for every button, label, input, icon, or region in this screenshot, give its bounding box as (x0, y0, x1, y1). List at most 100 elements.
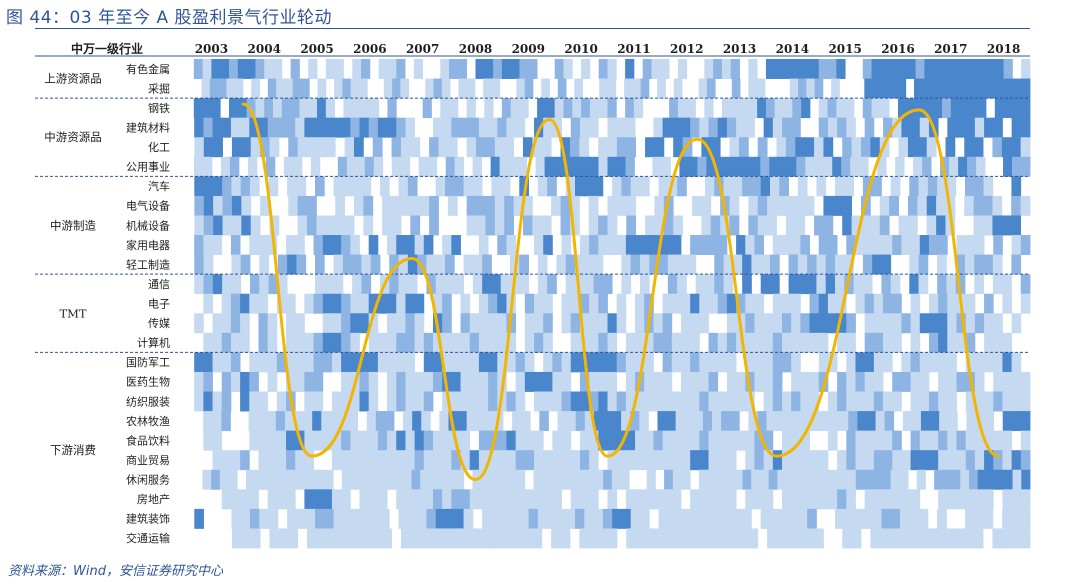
year-tick-label: 2016 (881, 42, 914, 56)
heatmap-cell (324, 274, 334, 295)
heatmap-cell (928, 313, 939, 334)
heatmap-cell (469, 489, 480, 510)
heatmap-cell (315, 469, 325, 490)
heatmap-cell (984, 489, 994, 510)
heatmap-cell (500, 176, 511, 197)
heatmap-cell (645, 528, 655, 549)
heatmap-cell (880, 98, 890, 119)
heatmap-cell (267, 489, 278, 510)
heatmap-cell (974, 371, 985, 392)
heatmap-cell (396, 430, 406, 451)
heatmap-cell (965, 313, 976, 334)
heatmap-cell (588, 215, 599, 236)
heatmap-cell (938, 235, 948, 255)
heatmap-cell (800, 313, 810, 334)
heatmap-cell (370, 508, 381, 529)
heatmap-cell (359, 391, 370, 412)
heatmap-cell (276, 352, 287, 373)
heatmap-cell (736, 117, 746, 138)
heatmap-cell (407, 176, 418, 197)
heatmap-cell (976, 156, 986, 177)
heatmap-cell (439, 411, 449, 432)
heatmap-cell (593, 508, 604, 529)
heatmap-cell (672, 469, 682, 490)
heatmap-cell (255, 98, 265, 119)
heatmap-cell (543, 391, 553, 412)
heatmap-cell (763, 332, 774, 353)
heatmap-cell (757, 195, 768, 216)
heatmap-cell (635, 352, 645, 373)
heatmap-cell (577, 469, 587, 490)
heatmap-cell (481, 469, 491, 490)
heatmap-cell (221, 411, 231, 432)
heatmap-cell (361, 508, 372, 529)
heatmap-cell (533, 469, 543, 490)
heatmap-cell (922, 78, 931, 99)
heatmap-cell (651, 59, 661, 79)
heatmap-cell (916, 469, 926, 490)
heatmap-cell (827, 235, 838, 255)
header-band (35, 37, 1030, 55)
heatmap-cell (344, 528, 355, 549)
heatmap-cell (607, 450, 618, 471)
heatmap-cell (325, 98, 336, 119)
heatmap-cell (1005, 78, 1014, 99)
heatmap-cell (906, 59, 916, 79)
heatmap-cell (589, 156, 599, 177)
heatmap-cell (993, 352, 1003, 373)
heatmap-cell (575, 508, 585, 529)
heatmap-cell (965, 176, 975, 197)
year-tick-label: 2007 (406, 42, 439, 56)
heatmap-cell (772, 391, 783, 412)
heatmap-cell (785, 195, 796, 216)
heatmap-cell (690, 332, 700, 353)
heatmap-cell (933, 98, 943, 119)
heatmap-cell (313, 391, 324, 412)
heatmap-cell (407, 254, 418, 275)
heatmap-cell (300, 78, 310, 99)
heatmap-cell (661, 156, 671, 177)
heatmap-cell (664, 469, 674, 490)
heatmap-cell (550, 469, 560, 490)
heatmap-cell (848, 411, 858, 432)
heatmap-cell (341, 450, 351, 471)
heatmap-cell (240, 117, 250, 138)
group-label: TMT (59, 306, 86, 320)
heatmap-cell (460, 117, 471, 138)
heatmap-cell (304, 391, 314, 412)
heatmap-cell (620, 469, 630, 490)
heatmap-cell (909, 508, 919, 529)
heatmap-cell (798, 78, 807, 99)
heatmap-cell (846, 352, 856, 373)
heatmap-cell (350, 332, 360, 353)
heatmap-cell (593, 254, 604, 275)
heatmap-cell (324, 469, 334, 490)
industry-label: 医药生物 (126, 375, 170, 389)
heatmap-cell (680, 450, 691, 471)
heatmap-cell (924, 98, 934, 119)
heatmap-cell (818, 489, 829, 510)
heatmap-cell (612, 508, 622, 529)
heatmap-cell (396, 293, 406, 314)
heatmap-cell (276, 78, 285, 99)
heatmap-cell (938, 313, 948, 334)
heatmap-cell (748, 215, 759, 236)
heatmap-cell (855, 371, 866, 392)
heatmap-cell (827, 117, 838, 138)
heatmap-cell (213, 137, 223, 158)
heatmap-cell (287, 254, 297, 275)
heatmap-cell (222, 215, 233, 236)
heatmap-cell (258, 117, 269, 138)
heatmap-cell (690, 371, 700, 392)
heatmap-cell (466, 528, 477, 549)
heatmap-cell (621, 176, 632, 197)
heatmap-cell (616, 195, 627, 216)
heatmap-cell (984, 352, 994, 373)
heatmap-cell (714, 508, 724, 529)
heatmap-cell (883, 117, 893, 138)
heatmap-cell (800, 489, 810, 510)
industry-label: 建筑装饰 (126, 512, 170, 526)
heatmap-cell (297, 195, 308, 216)
heatmap-cell (506, 352, 517, 373)
heatmap-cell (680, 313, 691, 334)
